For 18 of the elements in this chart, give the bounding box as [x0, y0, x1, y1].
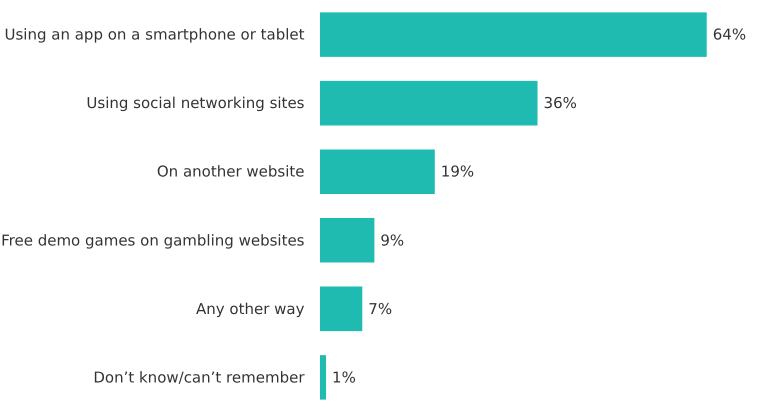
- bar: [320, 218, 374, 263]
- bar: [320, 149, 435, 194]
- y-tick-label: Free demo games on gambling websites: [1, 231, 305, 250]
- data-label: 1%: [332, 368, 356, 386]
- y-tick-label: Using an app on a smartphone or tablet: [4, 26, 305, 44]
- bar: [320, 286, 362, 332]
- y-tick-label: On another website: [156, 162, 304, 181]
- bar: [320, 12, 707, 57]
- data-label: 64%: [712, 26, 746, 44]
- data-label: 36%: [544, 94, 577, 112]
- data-label: 19%: [440, 162, 474, 181]
- y-tick-label: Don’t know/can’t remember: [93, 368, 306, 386]
- bar: [320, 355, 326, 400]
- bar: [320, 80, 538, 126]
- y-tick-label: Using social networking sites: [86, 94, 305, 112]
- data-label: 9%: [380, 231, 404, 250]
- data-label: 7%: [368, 300, 392, 318]
- y-tick-label: Any other way: [196, 300, 305, 318]
